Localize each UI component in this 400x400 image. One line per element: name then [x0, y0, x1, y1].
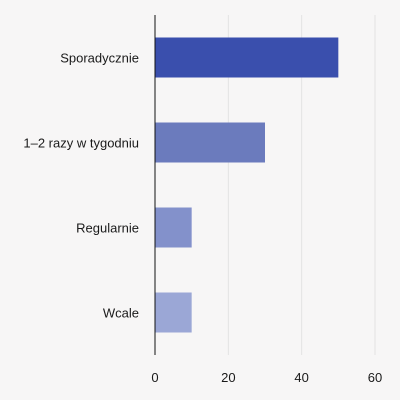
- category-label: Wcale: [103, 306, 139, 321]
- x-tick-label: 40: [294, 370, 308, 385]
- category-label: Regularnie: [76, 221, 139, 236]
- category-label: 1–2 razy w tygodniu: [23, 136, 139, 151]
- bar: [155, 122, 265, 163]
- x-tick-label: 20: [221, 370, 235, 385]
- x-tick-label: 60: [368, 370, 382, 385]
- bar: [155, 37, 339, 78]
- x-tick-labels: 0 20 40 60: [151, 370, 382, 385]
- bar: [155, 292, 192, 333]
- category-labels: Sporadycznie 1–2 razy w tygodniu Regularni…: [23, 51, 139, 321]
- bars: [155, 37, 339, 333]
- x-tick-label: 0: [151, 370, 158, 385]
- bar: [155, 207, 192, 248]
- category-label: Sporadycznie: [60, 51, 139, 66]
